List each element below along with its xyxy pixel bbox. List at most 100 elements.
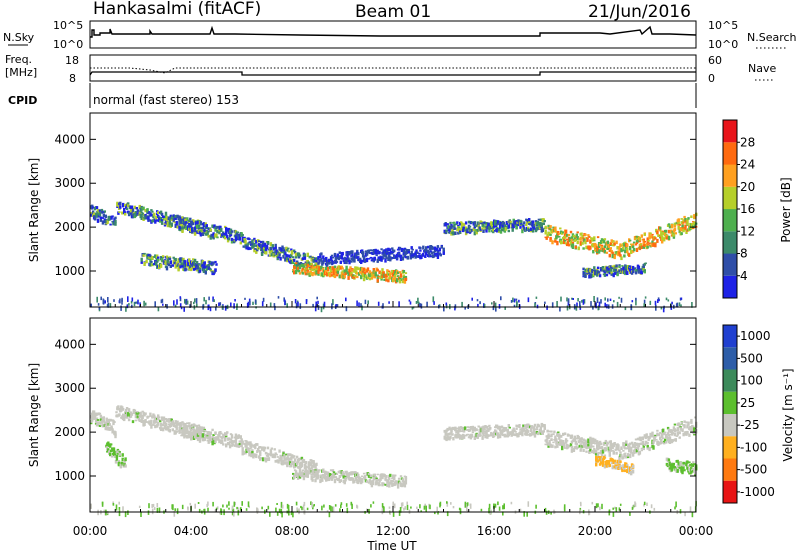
echo-cell (643, 303, 645, 307)
echo-cell (162, 303, 164, 306)
echo-cell (158, 216, 161, 218)
echo-cell (600, 446, 604, 450)
echo-cell (482, 429, 485, 433)
echo-cell (533, 423, 537, 427)
echo-cell (677, 218, 680, 221)
echo-cell (292, 269, 295, 271)
echo-cell (293, 258, 296, 262)
echo-cell (320, 257, 323, 261)
echo-cell (687, 217, 690, 220)
echo-cell (186, 422, 189, 424)
echo-cell (643, 503, 645, 507)
echo-cell (337, 478, 340, 481)
echo-cell (317, 300, 319, 305)
echo-cell (280, 508, 283, 515)
echo-cell (126, 305, 129, 308)
echo-cell (654, 436, 657, 438)
echo-cell (377, 275, 380, 278)
echo-cell (634, 243, 638, 246)
echo-cell (266, 453, 270, 458)
echo-cell (298, 508, 300, 515)
echo-cell (224, 438, 227, 442)
echo-cell (632, 241, 636, 244)
echo-cell (479, 301, 481, 305)
echo-cell (170, 217, 173, 221)
echo-cell (527, 297, 530, 303)
echo-cell (95, 213, 99, 218)
echo-cell (352, 471, 355, 474)
echo-cell (603, 272, 607, 277)
echo-cell (411, 306, 414, 310)
echo-cell (371, 480, 374, 484)
echo-cell (307, 261, 310, 266)
echo-cell (563, 239, 566, 245)
echo-cell (193, 301, 195, 305)
echo-cell (542, 218, 545, 221)
echo-cell (626, 464, 629, 468)
echo-cell (332, 506, 335, 513)
echo-cell (660, 230, 663, 235)
echo-cell (314, 305, 317, 312)
echo-cell (164, 422, 168, 427)
echo-cell (300, 505, 302, 509)
echo-cell (664, 441, 668, 444)
echo-cell (587, 445, 590, 449)
echo-cell (623, 442, 626, 445)
echo-cell (176, 214, 179, 219)
echo-cell (144, 412, 147, 415)
echo-cell (188, 433, 191, 436)
echo-cell (631, 469, 635, 474)
echo-cell (546, 233, 549, 237)
echo-cell (670, 224, 674, 228)
echo-cell (203, 438, 206, 441)
echo-cell (311, 267, 314, 272)
echo-cell (345, 297, 347, 302)
echo-cell (330, 505, 332, 512)
echo-cell (149, 254, 152, 258)
echo-cell (678, 302, 681, 306)
echo-cell (425, 246, 428, 250)
echo-cell (483, 303, 486, 308)
echo-cell (684, 225, 687, 230)
echo-cell (108, 423, 111, 426)
echo-cell (310, 459, 313, 464)
echo-cell (187, 262, 190, 267)
echo-cell (598, 274, 602, 278)
echo-cell (599, 442, 603, 446)
echo-cell (560, 296, 562, 302)
echo-cell (360, 259, 363, 264)
echo-cell (307, 461, 310, 463)
echo-cell (661, 433, 664, 437)
echo-cell (408, 299, 411, 302)
echo-cell (607, 462, 610, 465)
colorbar-swatch (723, 231, 737, 254)
echo-cell (479, 434, 482, 437)
echo-cell (547, 224, 550, 229)
echo-cell (689, 506, 692, 512)
echo-cell (607, 298, 609, 302)
echo-cell (326, 262, 329, 267)
echo-cell (364, 250, 368, 253)
echo-cell (285, 461, 288, 464)
echo-cell (673, 228, 677, 232)
echo-cell (378, 251, 381, 254)
echo-cell (559, 227, 562, 230)
echo-cell (278, 246, 281, 251)
echo-cell (664, 434, 668, 437)
echo-cell (181, 432, 184, 436)
echo-cell (651, 431, 654, 436)
echo-cell (681, 428, 684, 432)
echo-cell (332, 270, 336, 275)
echo-cell (398, 301, 400, 308)
echo-cell (376, 258, 379, 263)
echo-cell (131, 297, 134, 302)
echo-cell (623, 467, 626, 470)
colorbar-tick-label: 24 (740, 158, 755, 172)
echo-cell (440, 245, 443, 249)
echo-cell (577, 298, 579, 302)
echo-cell (296, 507, 298, 511)
echo-cell (626, 464, 629, 466)
echo-cell (279, 256, 282, 261)
echo-cell (281, 504, 284, 509)
